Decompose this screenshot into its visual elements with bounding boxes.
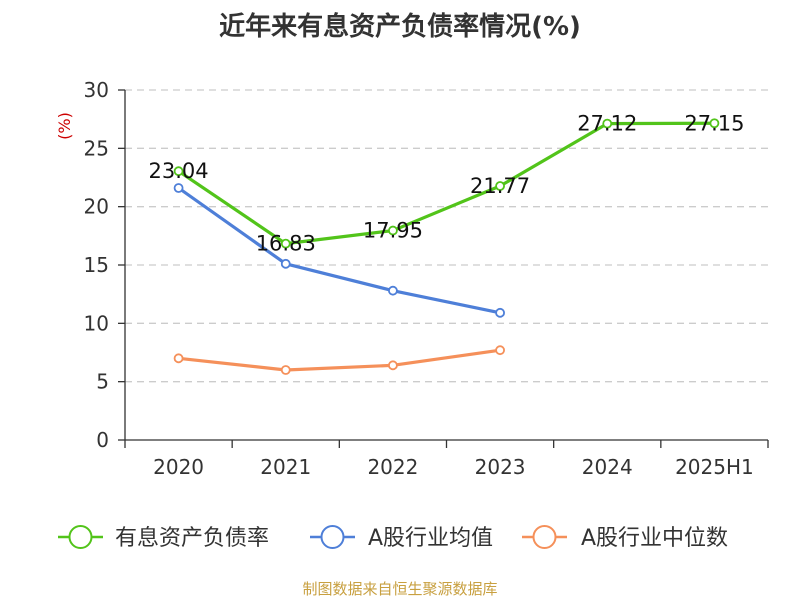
series-0-point-2023 (495, 181, 505, 191)
y-tick-label-10: 10 (84, 311, 109, 335)
x-tick-label-2022: 2022 (367, 455, 418, 479)
series-line-2 (178, 348, 501, 372)
y-tick-label-0: 0 (96, 428, 109, 452)
series-0-point-2024 (602, 118, 613, 129)
legend-label-0: 有息资产负债率 (115, 526, 269, 551)
series-0-point-2021 (280, 238, 291, 249)
grid-lines (125, 89, 768, 383)
legend-marker-1 (320, 525, 345, 549)
series-1-point-2022 (388, 285, 398, 296)
chart-title: 近年来有息资产负债率情况(%) (219, 12, 581, 42)
legend-label-1: A股行业均值 (368, 526, 493, 551)
legend-marker-0 (68, 525, 93, 549)
legend: 有息资产负债率 A股行业均值 A股行业中位数 (58, 525, 728, 551)
data-label-2022: 17.95 (363, 219, 423, 243)
y-tick-label-15: 15 (84, 253, 109, 277)
y-tick-label-5: 5 (96, 370, 109, 394)
y-tick-label-30: 30 (84, 78, 109, 102)
data-label-2023: 21.77 (470, 174, 530, 198)
series-0-point-2025H1 (709, 118, 720, 129)
series-1-point-2020 (173, 183, 184, 193)
y-tick-label-25: 25 (84, 136, 109, 160)
series-2-point-2020 (173, 353, 184, 364)
y-axis-unit-label: (%) (55, 112, 74, 140)
x-tick-label-2024: 2024 (582, 455, 633, 479)
data-label-2025H1: 27.15 (684, 111, 744, 135)
series-0-point-2020 (173, 166, 184, 177)
series-1-point-2023 (495, 307, 505, 318)
data-label-2020: 23.04 (149, 159, 209, 183)
data-label-2021: 16.83 (256, 232, 316, 256)
series-0-point-2022 (388, 225, 398, 236)
y-tick-label-20: 20 (84, 195, 109, 219)
data-labels: 23.04 16.83 17.95 21.77 27.12 27.15 (149, 111, 745, 255)
legend-label-2: A股行业中位数 (581, 526, 728, 551)
x-tick-label-2025H1: 2025H1 (675, 455, 754, 479)
axes: 0 5 10 15 20 25 30 2020 2021 2022 2023 2024 2025H1 (84, 78, 769, 479)
series-2-point-2021 (280, 365, 291, 375)
x-tick-label-2021: 2021 (260, 455, 311, 479)
source-note: 制图数据来自恒生聚源数据库 (302, 580, 498, 598)
legend-marker-2 (532, 525, 557, 549)
series-2-point-2022 (388, 360, 398, 371)
series-line-0 (177, 121, 715, 246)
series-lines (173, 118, 720, 375)
x-tick-label-2020: 2020 (153, 455, 204, 479)
series-line-1 (177, 186, 501, 315)
series-1-point-2021 (280, 258, 291, 269)
series-2-point-2023 (495, 345, 505, 356)
data-label-2024: 27.12 (577, 112, 637, 136)
x-tick-label-2023: 2023 (475, 455, 526, 479)
